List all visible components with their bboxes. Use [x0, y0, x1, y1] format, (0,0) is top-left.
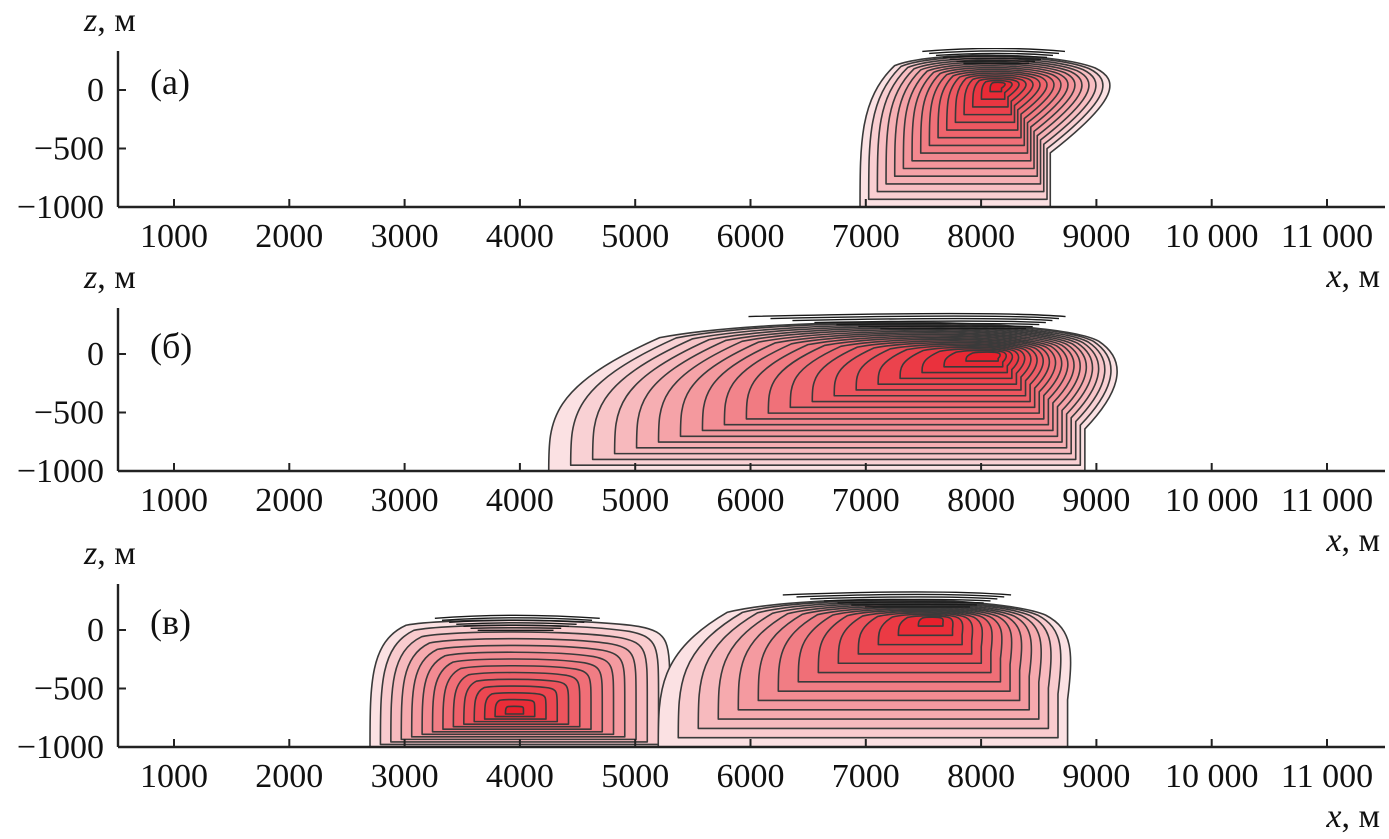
contour-field — [369, 591, 1072, 747]
x-tick-label: 9000 — [1062, 482, 1130, 519]
contour-level — [917, 616, 944, 627]
x-tick-label: 8000 — [947, 482, 1015, 519]
y-tick-label: −500 — [34, 131, 104, 168]
x-axis-label: x, м — [1325, 522, 1380, 559]
contour-cap — [949, 57, 1042, 61]
contour-cap — [770, 315, 1060, 320]
contour-cap — [836, 322, 1040, 326]
y-tick-label: −1000 — [17, 729, 104, 766]
x-axis-label: x, м — [1325, 798, 1380, 835]
x-tick-label: 2000 — [255, 758, 323, 795]
contour-field — [547, 312, 1118, 471]
contour-cap — [823, 598, 991, 602]
y-axis-label: z, м — [83, 535, 136, 572]
y-axis-label: z, м — [83, 259, 136, 296]
y-tick-label: 0 — [87, 612, 104, 649]
x-tick-label: 9000 — [1062, 218, 1130, 255]
contour-cap — [463, 624, 569, 627]
contour-field — [859, 48, 1111, 207]
x-tick-label: 5000 — [601, 482, 669, 519]
contour-cap — [942, 55, 1048, 59]
contour-cap — [922, 48, 1066, 53]
x-tick-label: 11 000 — [1281, 218, 1373, 255]
y-tick-label: −1000 — [17, 189, 104, 226]
panel-1: 0 −500 −1000 1000 2000 3000 4000 5000 6000 7000 80… — [17, 2, 1385, 295]
contour-cap — [929, 50, 1060, 55]
contour-level — [504, 705, 525, 715]
y-tick-label: 0 — [87, 336, 104, 373]
x-tick-label: 6000 — [717, 758, 785, 795]
contour-cap — [449, 619, 585, 623]
x-tick-label: 1000 — [140, 218, 208, 255]
x-tick-label: 7000 — [832, 218, 900, 255]
x-tick-label: 11 000 — [1281, 482, 1373, 519]
x-tick-label: 11 000 — [1281, 758, 1373, 795]
contour-cap — [810, 596, 998, 600]
contour-cap — [456, 622, 577, 625]
contour-cap — [782, 591, 1012, 596]
x-tick-label: 5000 — [601, 758, 669, 795]
x-tick-label: 7000 — [832, 758, 900, 795]
contour-cap — [748, 312, 1066, 318]
x-tick-label: 2000 — [255, 482, 323, 519]
x-tick-label: 4000 — [486, 218, 554, 255]
y-tick-label: −1000 — [17, 453, 104, 490]
x-tick-label: 4000 — [486, 758, 554, 795]
x-tick-label: 3000 — [371, 758, 439, 795]
x-tick-label: 8000 — [947, 758, 1015, 795]
x-tick-label: 7000 — [832, 482, 900, 519]
panel-2: 0 −500 −1000 1000 2000 3000 4000 5000 6000 7000 80… — [17, 259, 1385, 559]
x-tick-label: 4000 — [486, 482, 554, 519]
x-tick-label: 10 000 — [1165, 482, 1259, 519]
contour-level — [989, 81, 1006, 93]
x-tick-label: 1000 — [140, 758, 208, 795]
y-axis-label: z, м — [83, 2, 136, 39]
contour-cap — [935, 52, 1054, 57]
x-tick-label: 3000 — [371, 482, 439, 519]
x-tick-label: 1000 — [140, 482, 208, 519]
panel-label: (в) — [150, 602, 191, 642]
x-tick-label: 6000 — [717, 482, 785, 519]
x-tick-label: 6000 — [717, 218, 785, 255]
contour-cap — [796, 593, 1005, 598]
contour-cap — [470, 627, 562, 629]
contour-cap — [858, 325, 1033, 328]
x-axis-label: x, м — [1325, 258, 1380, 295]
contour-cap — [434, 614, 600, 619]
contour-level — [965, 351, 1001, 362]
x-tick-label: 3000 — [371, 218, 439, 255]
contour-cap — [851, 603, 977, 606]
y-tick-label: −500 — [34, 395, 104, 432]
y-tick-label: 0 — [87, 72, 104, 109]
panel-label: (б) — [150, 326, 192, 366]
contour-cap — [792, 317, 1053, 322]
contour-cap — [441, 617, 593, 621]
x-tick-label: 10 000 — [1165, 218, 1259, 255]
x-tick-label: 2000 — [255, 218, 323, 255]
x-tick-label: 5000 — [601, 218, 669, 255]
x-tick-label: 10 000 — [1165, 758, 1259, 795]
y-tick-label: −500 — [34, 671, 104, 708]
contour-cap — [814, 320, 1046, 324]
x-tick-label: 9000 — [1062, 758, 1130, 795]
contour-cap — [837, 601, 984, 604]
panel-label: (а) — [150, 62, 190, 102]
contour-cap — [956, 60, 1036, 63]
panel-3: 0 −500 −1000 1000 2000 3000 4000 5000 6000 7000 80… — [17, 535, 1385, 835]
x-tick-label: 8000 — [947, 218, 1015, 255]
